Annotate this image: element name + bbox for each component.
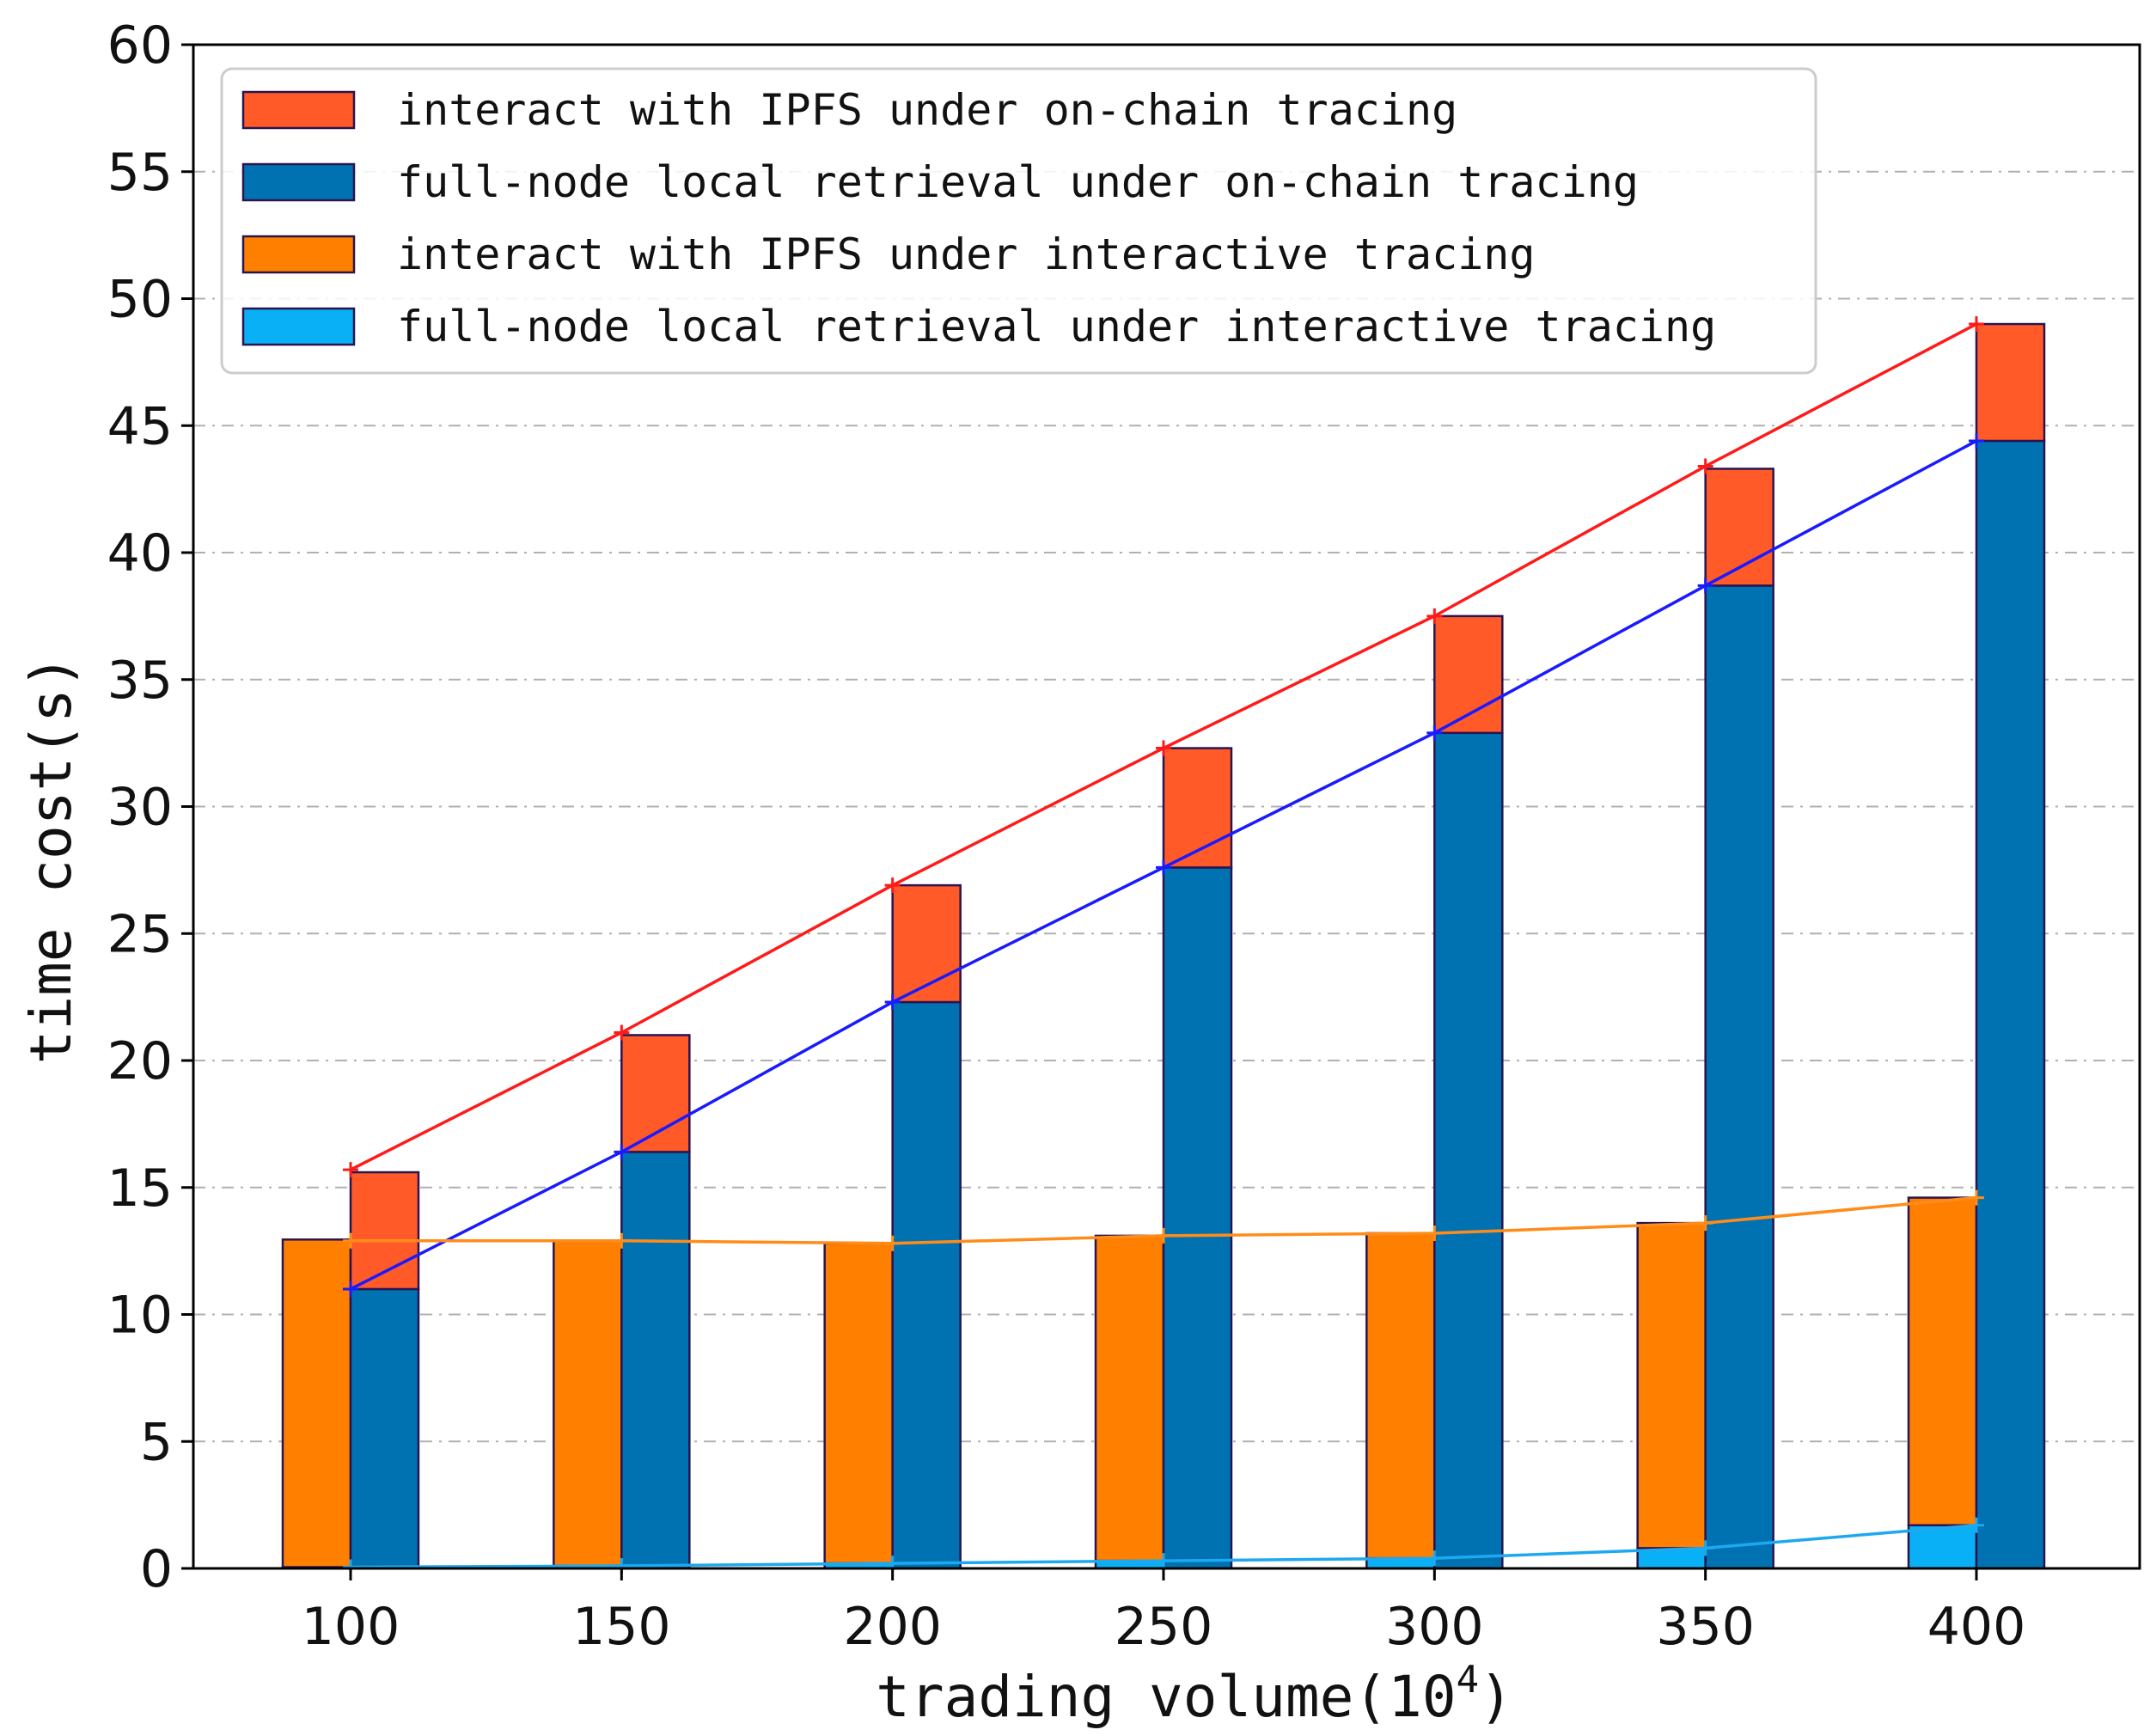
x-tick-label: 250 (1115, 1597, 1213, 1657)
y-tick-label: 45 (107, 396, 173, 456)
on-chain-local-line-marker (1697, 578, 1713, 594)
on-chain-local-line-marker (1426, 724, 1443, 741)
interactive-top-bar (281, 1238, 352, 1568)
interactive-total-line-marker (343, 1232, 358, 1249)
x-axis-title: trading volume(104) (876, 1658, 1513, 1730)
y-axis-title: time cost(s) (18, 655, 84, 1065)
on-chain-bottom-bar (349, 1287, 420, 1570)
interactive-local-line-marker (1156, 1553, 1171, 1569)
on-chain-local-line-marker (1969, 432, 1984, 449)
x-axis-title-main: trading volume(10 (876, 1664, 1457, 1730)
legend-label: full-node local retrieval under interact… (397, 302, 1716, 351)
on-chain-top-bar (1162, 747, 1233, 869)
interactive-local-line-marker (1969, 1517, 1984, 1533)
x-axis-title-close: ) (1479, 1664, 1513, 1730)
interactive-bottom-bar (1907, 1524, 1978, 1570)
x-tick-label: 350 (1656, 1597, 1755, 1657)
y-tick-label: 35 (107, 651, 173, 711)
legend-frame (220, 67, 1817, 375)
x-tick-label: 400 (1927, 1597, 2026, 1657)
on-chain-total-line-marker (614, 1024, 630, 1041)
x-tick-label: 200 (843, 1597, 942, 1657)
y-tick-label: 5 (140, 1412, 173, 1472)
on-chain-total-line-marker (1426, 608, 1443, 624)
interactive-top-bar (553, 1239, 623, 1568)
interactive-total-line-marker (884, 1235, 901, 1251)
y-tick-label: 50 (107, 270, 173, 330)
on-chain-total-line-marker (1969, 316, 1984, 333)
y-tick-label: 20 (107, 1031, 173, 1091)
legend: interact with IPFS under on-chain tracin… (220, 67, 1817, 375)
on-chain-total-line-marker (884, 877, 901, 894)
y-tick-label: 30 (107, 778, 173, 838)
interactive-top-bar (823, 1242, 894, 1565)
on-chain-total-line-marker (1156, 740, 1171, 756)
interactive-top-bar (1907, 1196, 1978, 1527)
y-tick-label: 60 (107, 15, 173, 76)
interactive-total-line-marker (1697, 1215, 1713, 1232)
interactive-top-bar (1636, 1221, 1707, 1550)
legend-swatch (241, 90, 356, 130)
interactive-top-bar (1094, 1234, 1165, 1562)
legend-swatch (241, 307, 356, 346)
legend-label: full-node local retrieval under on-chain… (397, 157, 1639, 207)
interactive-local-line-marker (1697, 1540, 1713, 1556)
on-chain-bottom-bar (1975, 439, 2046, 1570)
legend-swatch (241, 235, 356, 274)
axis-ticks: 0 5 10 15 20 25 30 35 40 45 50 55 60 100 150 200 250 300 3… (107, 15, 2026, 1657)
on-chain-top-bar (1975, 322, 2046, 443)
on-chain-bottom-bar (1162, 866, 1233, 1570)
on-chain-bottom-bar (620, 1151, 691, 1570)
on-chain-top-bar (891, 883, 962, 1004)
y-tick-label: 55 (107, 143, 173, 203)
interactive-total-line-marker (1426, 1225, 1443, 1241)
legend-swatch (241, 162, 356, 202)
x-tick-label: 300 (1385, 1597, 1484, 1657)
on-chain-local-line-marker (614, 1144, 630, 1160)
on-chain-local-line-marker (1156, 859, 1171, 876)
on-chain-total-line-marker (343, 1162, 358, 1178)
interactive-total-line-marker (1969, 1189, 1984, 1206)
y-tick-label: 40 (107, 523, 173, 584)
interactive-total-line-marker (1156, 1227, 1171, 1244)
on-chain-top-bar (349, 1171, 420, 1291)
legend-label: interact with IPFS under on-chain tracin… (397, 85, 1457, 135)
interactive-local-line-marker (1426, 1550, 1443, 1567)
on-chain-bottom-bar (1704, 584, 1774, 1570)
interactive-top-bar (1365, 1232, 1436, 1560)
trend-lines (343, 316, 1984, 1575)
on-chain-total-line-marker (1697, 458, 1713, 474)
on-chain-local-line-marker (884, 994, 901, 1011)
legend-label: interact with IPFS under interactive tra… (397, 229, 1536, 279)
y-tick-label: 25 (107, 904, 173, 964)
x-tick-label: 150 (572, 1597, 671, 1657)
y-tick-label: 15 (107, 1158, 173, 1219)
y-tick-label: 10 (107, 1286, 173, 1346)
interactive-total-line-marker (614, 1232, 630, 1249)
on-chain-local-line-marker (343, 1281, 358, 1297)
on-chain-bottom-bar (1433, 731, 1504, 1570)
on-chain-bottom-bar (891, 1000, 962, 1570)
x-tick-label: 100 (302, 1597, 400, 1657)
x-axis-title-superscript: 4 (1457, 1658, 1480, 1702)
y-tick-label: 0 (140, 1539, 173, 1599)
bars (281, 322, 2046, 1570)
